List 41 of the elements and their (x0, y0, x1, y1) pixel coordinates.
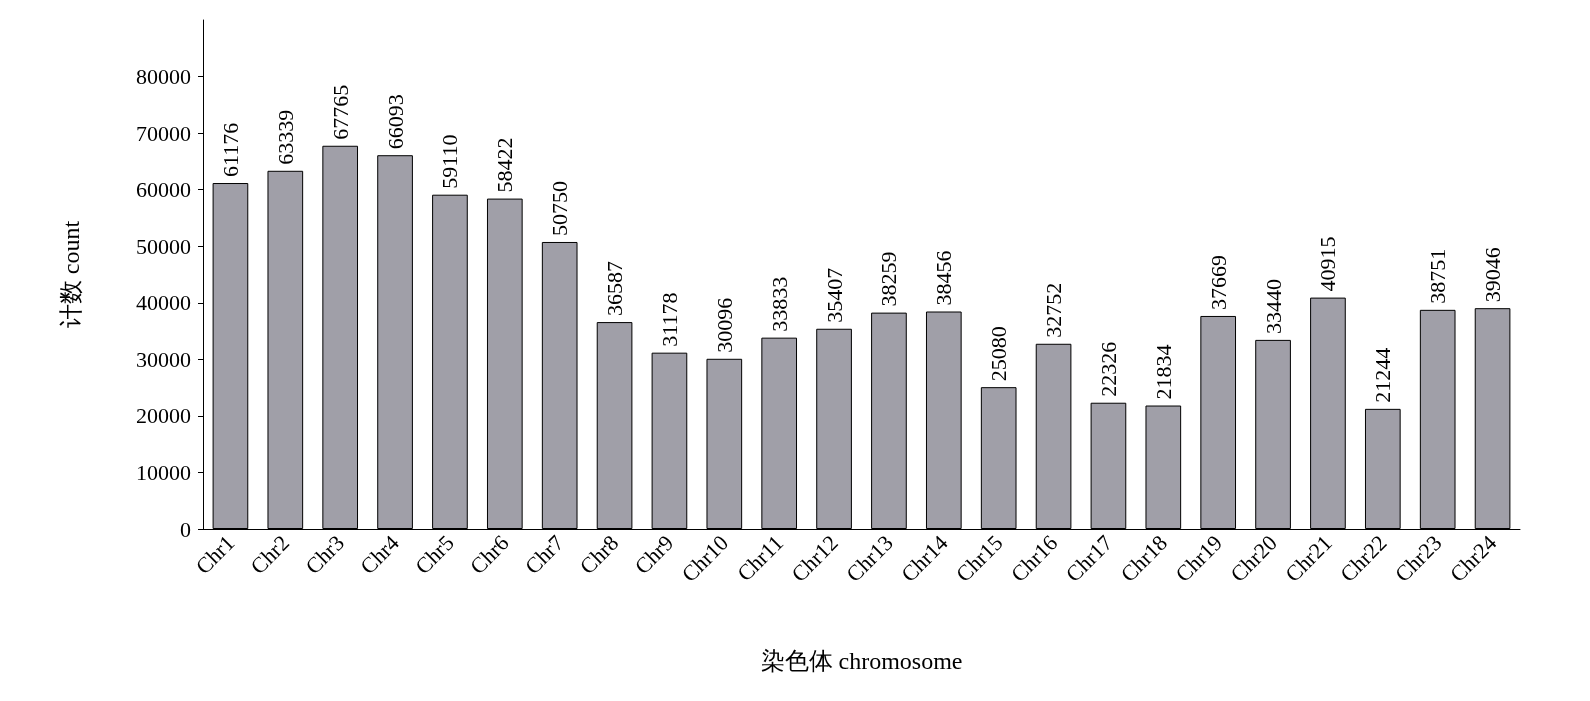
data-label: 33440 (1260, 278, 1286, 334)
data-label: 63339 (272, 109, 298, 165)
y-tick-label: 70000 (136, 120, 191, 146)
data-label: 30096 (711, 297, 737, 353)
data-label: 58422 (492, 137, 518, 193)
data-label: 21244 (1370, 347, 1396, 403)
data-label: 59110 (437, 134, 463, 189)
data-label: 25080 (986, 326, 1012, 382)
y-tick-label: 60000 (136, 177, 191, 203)
data-label: 61176 (217, 122, 243, 178)
y-tick-label: 30000 (136, 346, 191, 372)
data-label: 35407 (821, 267, 847, 323)
data-label: 21834 (1150, 344, 1176, 400)
data-label: 40915 (1315, 236, 1341, 292)
y-tick-label: 50000 (136, 233, 191, 259)
data-label: 37669 (1205, 254, 1231, 310)
y-tick-label: 80000 (136, 64, 191, 90)
x-tick-label: Chr9 (629, 530, 679, 579)
data-label: 38456 (931, 250, 957, 306)
data-label: 36587 (602, 261, 628, 317)
x-tick-label: Chr4 (355, 530, 404, 579)
data-label: 67765 (327, 84, 353, 140)
data-label: 33833 (766, 276, 792, 332)
data-label: 22326 (1095, 341, 1121, 397)
y-tick-label: 10000 (136, 459, 191, 485)
data-label: 31178 (656, 292, 682, 347)
x-tick-label: Chr8 (574, 530, 624, 579)
y-tick-label: 40000 (136, 290, 191, 316)
data-label: 66093 (382, 94, 408, 150)
x-tick-label: Chr1 (190, 530, 240, 579)
y-tick-label: 0 (180, 516, 191, 542)
data-label: 50750 (547, 180, 573, 236)
y-axis-title: 计数 count (58, 220, 84, 329)
y-tick-label: 20000 (136, 403, 191, 429)
data-label: 38259 (876, 251, 902, 307)
x-tick-label: Chr2 (245, 530, 295, 579)
x-tick-label: Chr3 (300, 530, 350, 579)
data-label: 38751 (1425, 248, 1451, 304)
data-label: 32752 (1041, 282, 1067, 338)
x-axis-title: 染色体 chromosome (760, 648, 963, 674)
data-label: 39046 (1480, 247, 1506, 303)
